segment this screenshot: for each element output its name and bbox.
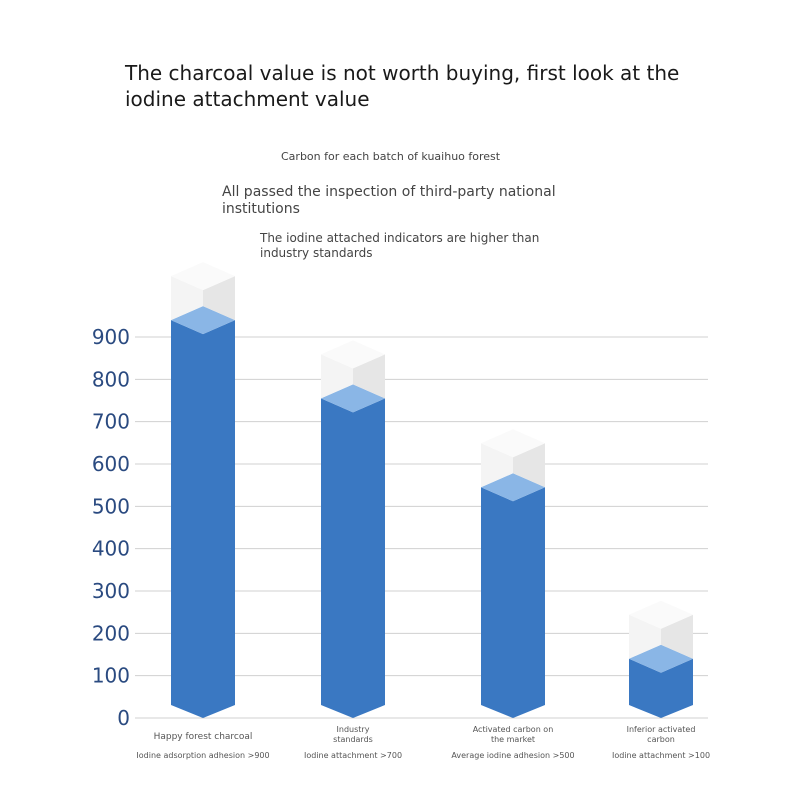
cube-left-face <box>481 443 513 488</box>
y-tick-label: 800 <box>92 367 130 391</box>
category-note: Iodine attachment >700 <box>304 751 402 760</box>
y-tick-label: 300 <box>92 579 130 603</box>
bar <box>629 658 693 718</box>
cube-right-face <box>203 276 235 321</box>
x-category-label: Happy forest charcoal <box>154 732 253 742</box>
cube-top-face <box>171 262 235 291</box>
subtitle-2: All passed the inspection of third-party… <box>222 184 556 217</box>
cube-right-face <box>513 443 545 488</box>
bar <box>481 487 545 718</box>
y-tick-label: 500 <box>92 494 130 518</box>
x-category-label: standards <box>333 735 373 744</box>
y-tick-label: 600 <box>92 452 130 476</box>
category-note: Iodine attachment >100 <box>612 751 710 760</box>
chart-title: The charcoal value is not worth buying, … <box>125 61 680 111</box>
bar <box>321 398 385 718</box>
y-tick-label: 0 <box>117 706 130 730</box>
category-note: Iodine adsorption adhesion >900 <box>136 751 269 760</box>
cube-left-face <box>629 614 661 659</box>
y-tick-label: 200 <box>92 621 130 645</box>
y-tick-label: 700 <box>92 410 130 434</box>
subtitle-1: Carbon for each batch of kuaihuo forest <box>281 150 501 163</box>
y-tick-label: 900 <box>92 325 130 349</box>
cube-top-face <box>629 600 693 629</box>
cube-right-face <box>353 354 385 399</box>
cube-left-face <box>171 276 203 321</box>
cube-left-face <box>321 354 353 399</box>
x-category-label: the market <box>491 735 535 744</box>
y-tick-label: 100 <box>92 664 130 688</box>
x-category-label: carbon <box>647 735 675 744</box>
cube-top-face <box>481 429 545 458</box>
cube-right-face <box>661 614 693 659</box>
x-category-label: Industry <box>337 725 370 734</box>
cube-top-face <box>321 340 385 369</box>
y-tick-label: 400 <box>92 537 130 561</box>
category-note: Average iodine adhesion >500 <box>451 751 574 760</box>
x-category-label: Inferior activated <box>627 725 696 734</box>
bar <box>171 320 235 718</box>
x-category-label: Activated carbon on <box>473 725 554 734</box>
subtitle-3: The iodine attached indicators are highe… <box>260 231 540 260</box>
